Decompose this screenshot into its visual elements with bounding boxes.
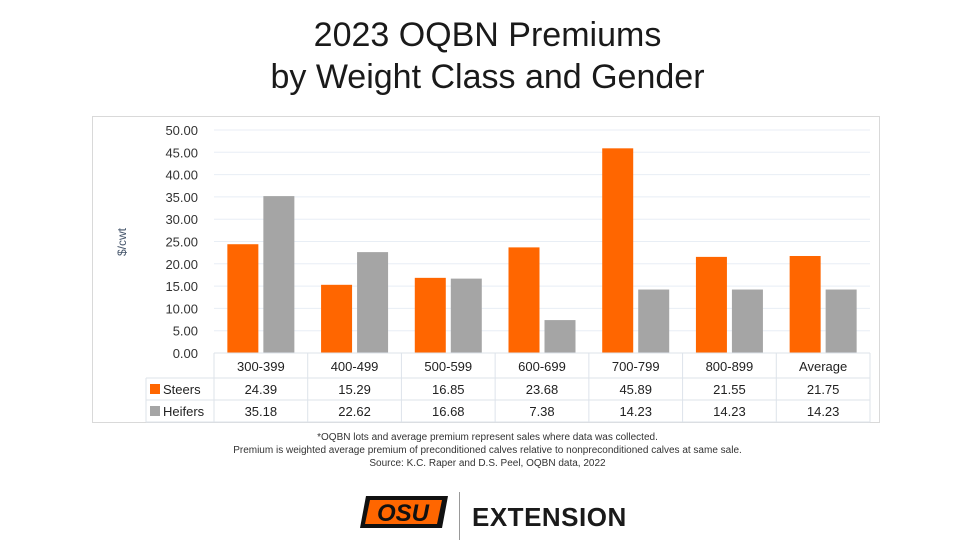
data-label: 21.75 (807, 382, 840, 397)
bar-steers (789, 255, 821, 353)
chart-title-line-1: 2023 OQBN Premiums (313, 16, 662, 54)
bar-heifers (731, 289, 763, 353)
osu-logo-icon: OSU (360, 496, 448, 528)
y-tick-label: 25.00 (165, 235, 198, 250)
legend-label-heifers: Heifers (163, 404, 205, 419)
bar-heifers (450, 278, 482, 353)
data-label: 35.18 (245, 404, 278, 419)
legend-swatch-heifers (150, 406, 160, 416)
bar-steers (414, 277, 446, 353)
bar-steers (321, 284, 353, 353)
x-category-label: 400-499 (331, 359, 379, 374)
bar-steers (602, 148, 634, 353)
footnote-1: *OQBN lots and average premium represent… (317, 432, 658, 443)
y-tick-label: 15.00 (165, 279, 198, 294)
x-category-label: 800-899 (706, 359, 754, 374)
x-category-label: 500-599 (424, 359, 472, 374)
bar-heifers (357, 252, 389, 353)
bar-heifers (544, 320, 576, 353)
y-tick-label: 5.00 (173, 324, 198, 339)
x-category-label: Average (799, 359, 847, 374)
x-category-label: 700-799 (612, 359, 660, 374)
x-category-label: 600-699 (518, 359, 566, 374)
data-label: 21.55 (713, 382, 746, 397)
y-axis-label: $/cwt (115, 227, 129, 256)
osu-logo-text: OSU (377, 500, 430, 527)
bar-steers (695, 256, 727, 353)
y-tick-label: 35.00 (165, 190, 198, 205)
chart-title-line-2: by Weight Class and Gender (270, 58, 705, 96)
bar-heifers (263, 196, 295, 353)
y-tick-label: 40.00 (165, 168, 198, 183)
y-tick-label: 50.00 (165, 123, 198, 138)
x-category-label: 300-399 (237, 359, 285, 374)
chart-frame (92, 116, 880, 423)
source-note: Source: K.C. Raper and D.S. Peel, OQBN d… (369, 458, 606, 469)
data-label: 14.23 (713, 404, 746, 419)
bar-heifers (638, 289, 670, 353)
data-label: 14.23 (619, 404, 652, 419)
extension-label: EXTENSION (472, 502, 627, 532)
bar-steers (227, 244, 259, 353)
y-tick-label: 0.00 (173, 346, 198, 361)
footnote-2: Premium is weighted average premium of p… (233, 445, 742, 456)
data-label: 24.39 (245, 382, 278, 397)
data-label: 7.38 (529, 404, 554, 419)
data-label: 23.68 (526, 382, 559, 397)
y-tick-label: 10.00 (165, 301, 198, 316)
bar-heifers (825, 289, 857, 353)
y-tick-label: 45.00 (165, 145, 198, 160)
data-label: 14.23 (807, 404, 840, 419)
data-label: 15.29 (338, 382, 371, 397)
data-label: 16.68 (432, 404, 465, 419)
y-tick-label: 30.00 (165, 212, 198, 227)
bar-steers (508, 247, 540, 353)
data-label: 16.85 (432, 382, 465, 397)
logo-divider (459, 492, 460, 540)
legend-label-steers: Steers (163, 382, 201, 397)
data-label: 22.62 (338, 404, 371, 419)
legend-swatch-steers (150, 384, 160, 394)
data-label: 45.89 (619, 382, 652, 397)
y-tick-label: 20.00 (165, 257, 198, 272)
